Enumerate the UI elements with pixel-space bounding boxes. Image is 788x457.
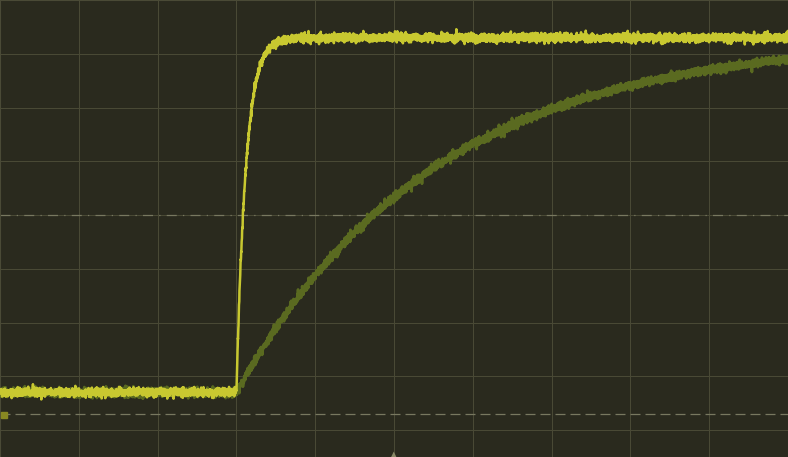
Text: ▲: ▲ xyxy=(390,449,398,457)
